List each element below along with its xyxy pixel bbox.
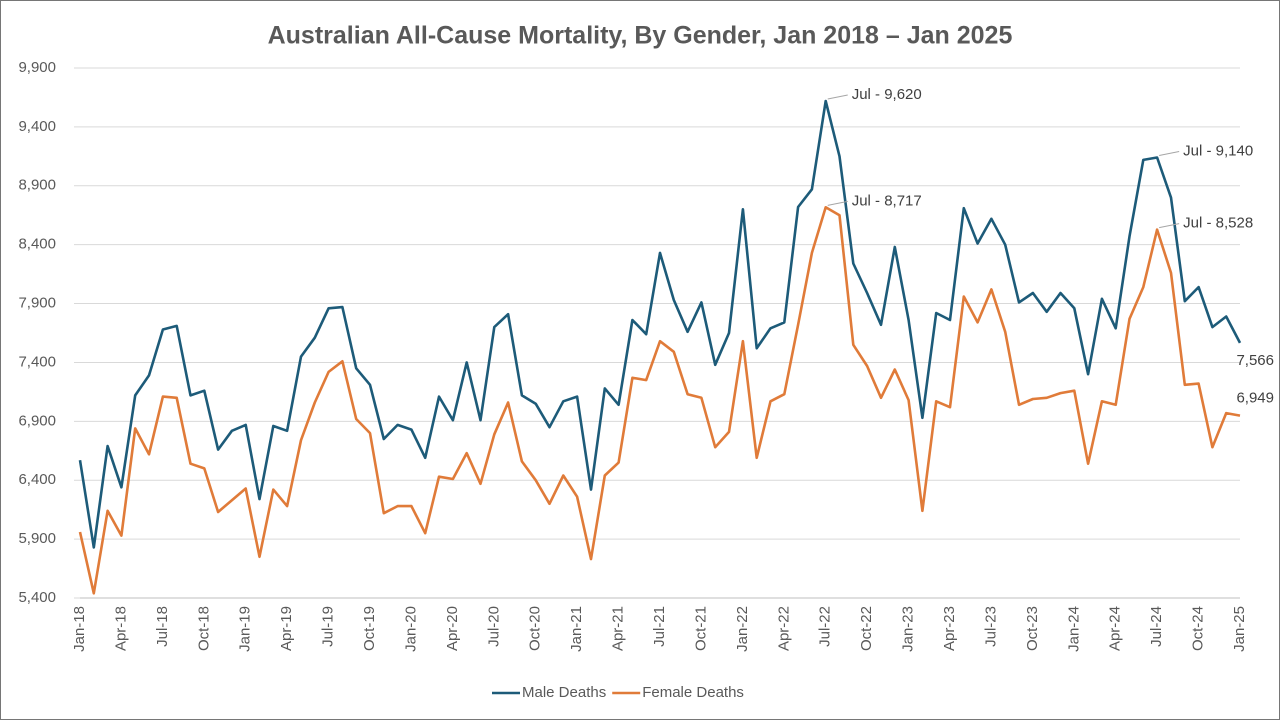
x-tick-label: Jan-22 [734, 606, 751, 652]
x-tick-label: Jan-23 [900, 606, 917, 652]
data-label: Jul - 9,140 [1183, 142, 1253, 159]
y-tick-label: 5,900 [18, 530, 56, 547]
x-tick-label: Jan-25 [1231, 606, 1248, 652]
y-tick-label: 5,400 [18, 589, 56, 606]
data-label: 6,949 [1236, 390, 1274, 407]
x-tick-label: Jan-21 [568, 606, 585, 652]
leader-line [827, 200, 848, 206]
x-tick-label: Apr-19 [278, 606, 295, 651]
x-tick-label: Oct-23 [1024, 606, 1041, 651]
x-tick-label: Apr-24 [1107, 606, 1124, 651]
y-tick-label: 9,400 [18, 118, 56, 135]
x-tick-label: Apr-18 [112, 606, 129, 651]
x-tick-label: Apr-22 [775, 606, 792, 651]
data-label: 7,566 [1236, 352, 1274, 369]
data-label: Jul - 9,620 [852, 86, 922, 103]
legend-label: Male Deaths [522, 684, 606, 701]
x-tick-label: Jan-24 [1065, 606, 1082, 652]
leader-line [1159, 151, 1180, 157]
x-tick-label: Jul-19 [320, 606, 337, 647]
x-tick-label: Apr-23 [941, 606, 958, 651]
data-line [78, 206, 1241, 595]
x-tick-label: Oct-21 [692, 606, 709, 651]
y-tick-label: 7,900 [18, 295, 56, 312]
x-tick-label: Jan-19 [237, 606, 254, 652]
x-tick-label: Jul-22 [817, 606, 834, 647]
x-tick-label: Oct-22 [858, 606, 875, 651]
data-line [78, 99, 1242, 549]
legend-label: Female Deaths [642, 684, 744, 701]
data-label: Jul - 8,717 [852, 192, 922, 209]
x-tick-label: Oct-20 [527, 606, 544, 651]
x-tick-label: Jul-23 [982, 606, 999, 647]
x-tick-label: Apr-21 [610, 606, 627, 651]
data-label: Jul - 8,528 [1183, 215, 1253, 232]
chart-title: Australian All-Cause Mortality, By Gende… [268, 22, 1013, 50]
x-tick-label: Oct-19 [361, 606, 378, 651]
y-tick-label: 6,400 [18, 471, 56, 488]
x-tick-label: Oct-24 [1190, 606, 1207, 651]
y-tick-label: 8,400 [18, 236, 56, 253]
y-tick-label: 7,400 [18, 353, 56, 370]
x-tick-label: Oct-18 [195, 606, 212, 651]
x-tick-label: Apr-20 [444, 606, 461, 651]
y-tick-label: 9,900 [18, 59, 56, 76]
x-tick-label: Jul-24 [1148, 606, 1165, 647]
x-tick-label: Jan-20 [402, 606, 419, 652]
x-tick-label: Jan-18 [71, 606, 88, 652]
x-tick-label: Jul-21 [651, 606, 668, 647]
y-tick-label: 8,900 [18, 177, 56, 194]
leader-line [827, 94, 848, 100]
x-tick-label: Jul-18 [154, 606, 171, 647]
y-tick-label: 6,900 [18, 412, 56, 429]
leader-line [1159, 223, 1180, 229]
x-tick-label: Jul-20 [485, 606, 502, 647]
